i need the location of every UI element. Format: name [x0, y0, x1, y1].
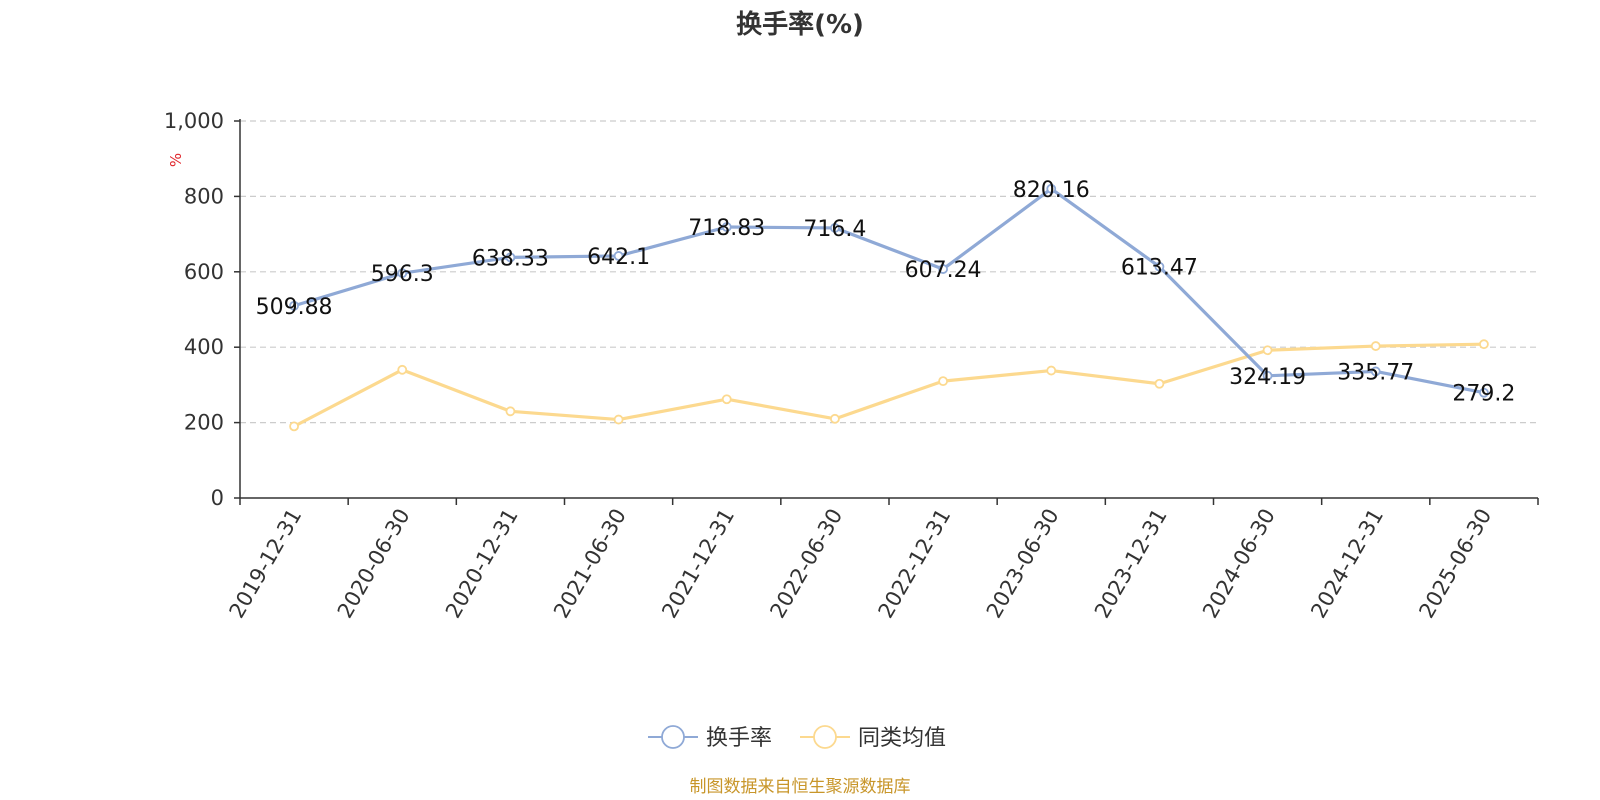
- data-point: [721, 394, 732, 405]
- x-tick-label: 2021-12-31: [657, 505, 739, 623]
- data-point: [1154, 261, 1165, 272]
- data-point: [289, 421, 299, 432]
- data-point: [505, 406, 516, 417]
- data-point: [938, 376, 948, 387]
- y-tick-label: 400: [184, 335, 224, 359]
- data-label: 718.83: [688, 216, 765, 241]
- data-label: 716.4: [803, 217, 866, 242]
- data-point: [613, 414, 624, 425]
- y-tick-label: 600: [184, 260, 224, 284]
- x-tick-label: 2020-12-31: [441, 505, 523, 623]
- data-label: 638.33: [472, 246, 549, 271]
- legend-item[interactable]: 同类均值: [800, 725, 946, 751]
- series-line: [293, 342, 1484, 428]
- data-point: [721, 222, 732, 232]
- data-point: [938, 264, 948, 274]
- data-point: [397, 364, 408, 375]
- data-label: 607.24: [905, 258, 982, 283]
- y-tick-label: 0: [211, 486, 224, 510]
- data-point: [1046, 365, 1057, 376]
- y-axis-unit: %: [167, 153, 185, 167]
- axis-layer: 0 200 400 600 800 1,000 2019-12-31 2020-06-30 20…: [164, 109, 1539, 623]
- legend[interactable]: 换手率 同类均值: [648, 725, 946, 751]
- x-tick-label: 2022-06-30: [765, 505, 847, 623]
- legend-circle-marker: [813, 725, 837, 749]
- data-point: [1479, 387, 1489, 398]
- legend-label: 换手率: [706, 726, 772, 751]
- data-point: [1479, 339, 1489, 350]
- series-layer: [289, 183, 1489, 432]
- x-tick-label: 2019-12-31: [225, 505, 307, 623]
- data-label: 596.3: [371, 262, 434, 287]
- data-point: [613, 251, 624, 261]
- data-point: [397, 268, 408, 279]
- data-point: [1262, 345, 1273, 356]
- x-tick-label: 2021-06-30: [549, 505, 631, 623]
- x-tick-label: 2022-12-31: [874, 504, 956, 622]
- legend-label: 同类均值: [858, 726, 946, 751]
- data-point: [1262, 370, 1273, 381]
- legend-circle-marker: [661, 725, 685, 749]
- data-point: [289, 300, 299, 311]
- source-note: 制图数据来自恒生聚源数据库: [690, 777, 911, 797]
- data-point: [830, 223, 840, 233]
- series-line: [293, 187, 1485, 395]
- x-tick-label: 2020-06-30: [333, 505, 415, 623]
- data-point: [1370, 341, 1381, 351]
- data-point: [1154, 378, 1165, 389]
- chart-title: 换手率(%): [736, 9, 864, 40]
- x-tick-label: 2023-12-31: [1090, 505, 1172, 623]
- x-tick-label: 2023-06-30: [982, 505, 1064, 623]
- y-tick-label: 800: [184, 184, 224, 208]
- x-tick-label: 2024-06-30: [1198, 505, 1280, 623]
- data-point: [1046, 183, 1057, 194]
- y-tick-label: 1,000: [164, 109, 224, 133]
- data-label: 509.88: [256, 295, 333, 320]
- y-tick-label: 200: [184, 411, 224, 435]
- x-tick-label: 2024-12-31: [1306, 505, 1388, 623]
- x-tick-label: 2025-06-30: [1414, 505, 1496, 623]
- data-label: 642.1: [587, 245, 650, 270]
- legend-item[interactable]: 换手率: [648, 725, 772, 751]
- data-point: [1370, 366, 1381, 377]
- label-layer: 509.88 596.3 638.33 642.1 718.83 716.4 607.24 8…: [256, 178, 1516, 407]
- data-label: 279.2: [1452, 382, 1515, 407]
- data-point: [830, 413, 840, 424]
- data-label: 324.19: [1229, 365, 1306, 390]
- data-point: [505, 252, 516, 263]
- data-label: 820.16: [1013, 178, 1090, 203]
- data-label: 613.47: [1121, 256, 1198, 281]
- data-label: 335.77: [1337, 360, 1414, 385]
